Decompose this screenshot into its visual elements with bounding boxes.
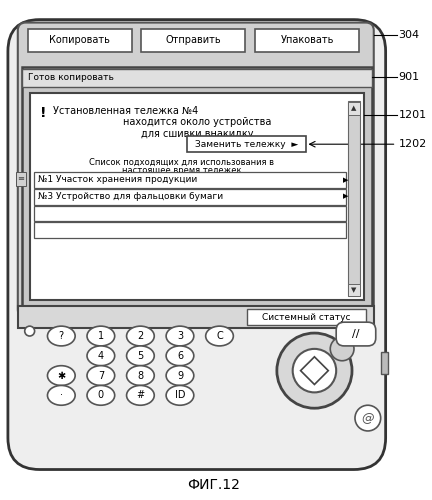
- Ellipse shape: [48, 366, 75, 386]
- Ellipse shape: [87, 386, 115, 405]
- Text: 8: 8: [137, 370, 143, 380]
- Text: 901: 901: [398, 72, 419, 82]
- Text: ≡: ≡: [17, 174, 24, 184]
- Text: Установленная тележка №4: Установленная тележка №4: [54, 106, 199, 116]
- Bar: [34, 188, 346, 204]
- Text: Заменить тележку  ►: Заменить тележку ►: [194, 140, 298, 148]
- Circle shape: [355, 405, 381, 431]
- Ellipse shape: [127, 326, 154, 346]
- Text: ▼: ▼: [351, 288, 357, 294]
- Bar: [22, 69, 372, 87]
- Text: Готов копировать: Готов копировать: [28, 74, 114, 82]
- Ellipse shape: [127, 346, 154, 366]
- Text: №1 Участок хранения продукции: №1 Участок хранения продукции: [38, 176, 197, 184]
- Text: C: C: [216, 331, 223, 341]
- Text: @: @: [362, 412, 374, 424]
- Text: ID: ID: [175, 390, 185, 400]
- Bar: [16, 172, 26, 186]
- Text: 6: 6: [177, 351, 183, 361]
- Text: 1: 1: [98, 331, 104, 341]
- FancyBboxPatch shape: [8, 20, 386, 469]
- Text: №3 Устройство для фальцовки бумаги: №3 Устройство для фальцовки бумаги: [38, 192, 223, 201]
- Ellipse shape: [87, 326, 115, 346]
- Text: ?: ?: [59, 331, 64, 341]
- Text: 4: 4: [98, 351, 104, 361]
- Circle shape: [25, 326, 35, 336]
- Text: 2: 2: [137, 331, 143, 341]
- Bar: [348, 284, 360, 296]
- Ellipse shape: [166, 326, 194, 346]
- Bar: [34, 206, 346, 222]
- Text: ·: ·: [60, 390, 63, 400]
- Ellipse shape: [166, 366, 194, 386]
- Bar: [141, 28, 245, 52]
- Ellipse shape: [166, 346, 194, 366]
- Text: ▶: ▶: [343, 177, 349, 183]
- Text: ФИГ.12: ФИГ.12: [187, 478, 240, 492]
- Text: 0: 0: [98, 390, 104, 400]
- Text: ▲: ▲: [351, 106, 357, 112]
- Bar: [18, 306, 374, 328]
- Bar: [348, 102, 360, 114]
- Ellipse shape: [127, 386, 154, 405]
- Text: Упаковать: Упаковать: [280, 36, 334, 46]
- Text: ✱: ✱: [57, 370, 65, 380]
- Text: Системный статус: Системный статус: [262, 312, 351, 322]
- Text: Список подходящих для использования в: Список подходящих для использования в: [89, 158, 274, 166]
- Text: Отправить: Отправить: [165, 36, 221, 46]
- Ellipse shape: [87, 366, 115, 386]
- Bar: [34, 222, 346, 238]
- Text: настоящее время тележек: настоящее время тележек: [122, 166, 242, 175]
- Ellipse shape: [48, 386, 75, 405]
- Bar: [348, 100, 360, 296]
- Bar: [30, 93, 364, 300]
- FancyBboxPatch shape: [18, 22, 374, 317]
- Text: 9: 9: [177, 370, 183, 380]
- Text: 1202: 1202: [398, 139, 427, 149]
- Text: 3: 3: [177, 331, 183, 341]
- Text: 5: 5: [137, 351, 143, 361]
- Text: 7: 7: [98, 370, 104, 380]
- Circle shape: [277, 333, 352, 408]
- Bar: [187, 136, 305, 152]
- Ellipse shape: [48, 326, 75, 346]
- Ellipse shape: [87, 346, 115, 366]
- Text: //: //: [352, 329, 360, 339]
- Ellipse shape: [127, 366, 154, 386]
- Bar: [34, 172, 346, 188]
- Text: находится около устройства: находится около устройства: [123, 118, 271, 128]
- Circle shape: [330, 337, 354, 360]
- Text: 304: 304: [398, 30, 419, 40]
- Ellipse shape: [166, 386, 194, 405]
- Text: #: #: [137, 390, 144, 400]
- Text: !: !: [40, 106, 46, 120]
- Text: 1201: 1201: [398, 110, 427, 120]
- Text: Копировать: Копировать: [49, 36, 110, 46]
- Bar: [381, 352, 388, 374]
- FancyBboxPatch shape: [336, 322, 376, 346]
- Bar: [28, 28, 131, 52]
- Text: для сшивки внакидку: для сшивки внакидку: [140, 130, 253, 140]
- Bar: [247, 310, 366, 325]
- Bar: [22, 67, 372, 306]
- Bar: [255, 28, 359, 52]
- Ellipse shape: [206, 326, 233, 346]
- Circle shape: [293, 349, 336, 393]
- Text: ▶: ▶: [343, 194, 349, 200]
